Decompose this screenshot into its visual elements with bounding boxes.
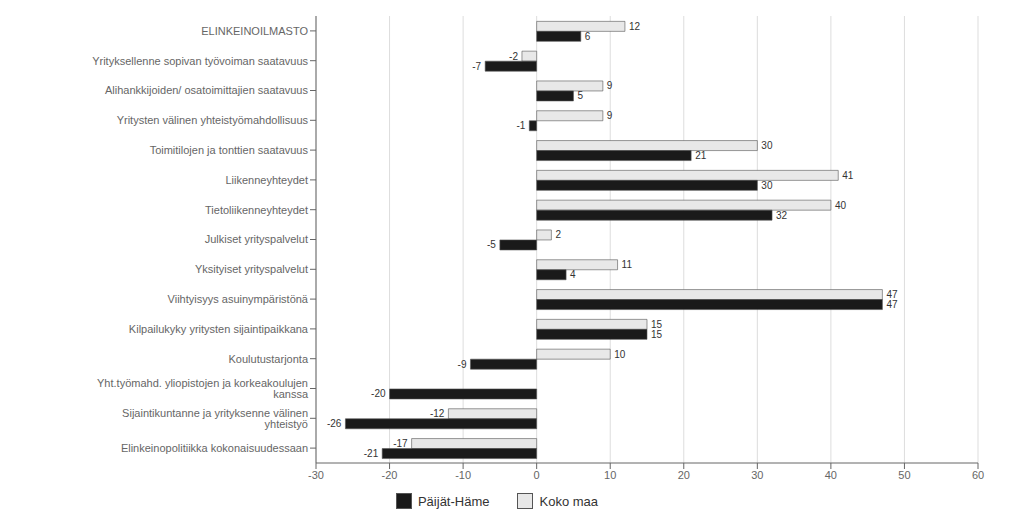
svg-text:6: 6	[585, 31, 591, 42]
svg-text:60: 60	[972, 469, 984, 481]
svg-text:Julkiset yrityspalvelut: Julkiset yrityspalvelut	[205, 233, 308, 245]
svg-text:47: 47	[886, 299, 898, 310]
svg-text:-30: -30	[308, 469, 324, 481]
svg-text:-9: -9	[458, 359, 467, 370]
svg-text:9: 9	[607, 110, 613, 121]
svg-text:Yht.työmahd. yliopistojen ja k: Yht.työmahd. yliopistojen ja korkeakoulu…	[97, 377, 309, 400]
svg-text:15: 15	[651, 318, 663, 330]
svg-text:-2: -2	[509, 51, 518, 62]
svg-text:10: 10	[614, 349, 626, 360]
svg-text:-10: -10	[455, 469, 471, 481]
html-text:Päijät-Häme: Päijät-Häme	[418, 493, 490, 509]
svg-text:47: 47	[886, 289, 898, 301]
svg-text:Viihtyisyys asuinympäristönä: Viihtyisyys asuinympäristönä	[168, 293, 309, 305]
svg-text:20: 20	[678, 469, 690, 481]
svg-text:Sijaintikuntanne ja yrityksenn: Sijaintikuntanne ja yrityksenne välineny…	[122, 407, 308, 430]
svg-text:12: 12	[629, 21, 641, 32]
svg-text:-12: -12	[430, 408, 445, 419]
svg-text:15: 15	[651, 329, 663, 340]
svg-text:-17: -17	[393, 438, 408, 449]
svg-text:-7: -7	[472, 61, 481, 72]
svg-text:32: 32	[776, 210, 788, 221]
svg-text:30: 30	[761, 180, 773, 191]
svg-text:30: 30	[761, 140, 773, 151]
svg-text:ELINKEINOILMASTO: ELINKEINOILMASTO	[201, 25, 308, 37]
svg-text:-26: -26	[327, 418, 342, 429]
svg-text:41: 41	[842, 170, 854, 181]
svg-text:Yksityiset yrityspalvelut: Yksityiset yrityspalvelut	[195, 263, 308, 275]
svg-text:Elinkeinopolitiikka kokonaisuu: Elinkeinopolitiikka kokonaisuudessaan	[121, 442, 308, 454]
svg-text:-20: -20	[371, 388, 386, 399]
svg-text:9: 9	[607, 80, 613, 91]
svg-text:21: 21	[695, 150, 707, 161]
svg-text:Tietoliikenneyhteydet: Tietoliikenneyhteydet	[205, 204, 308, 216]
svg-text:Kilpailukyky yritysten sijaint: Kilpailukyky yritysten sijaintipaikkana	[129, 323, 309, 335]
html-text:Koko maa: Koko maa	[539, 493, 598, 509]
svg-text:Koulutustarjonta: Koulutustarjonta	[229, 353, 309, 365]
svg-text:30: 30	[751, 469, 763, 481]
svg-text:10: 10	[604, 469, 616, 481]
svg-text:11: 11	[622, 259, 633, 270]
svg-text:-20: -20	[382, 469, 398, 481]
svg-text:2: 2	[555, 229, 561, 240]
svg-text:Liikenneyhteydet: Liikenneyhteydet	[225, 174, 308, 186]
svg-text:5: 5	[577, 90, 583, 101]
svg-text:40: 40	[825, 469, 837, 481]
svg-text:-1: -1	[516, 120, 525, 131]
svg-text:Toimitilojen ja tonttien saata: Toimitilojen ja tonttien saatavuus	[150, 144, 309, 156]
svg-text:Alihankkijoiden/ osatoimittaji: Alihankkijoiden/ osatoimittajien saatavu…	[105, 84, 309, 96]
svg-text:Yritysten välinen yhteistyömah: Yritysten välinen yhteistyömahdollisuus	[117, 114, 309, 126]
svg-text:40: 40	[835, 200, 847, 211]
svg-text:Yrityksellenne sopivan työvoim: Yrityksellenne sopivan työvoiman saatavu…	[92, 55, 308, 67]
svg-text:0: 0	[534, 469, 540, 481]
svg-text:-21: -21	[364, 448, 379, 459]
svg-text:-5: -5	[487, 239, 496, 250]
svg-text:50: 50	[898, 469, 910, 481]
svg-text:4: 4	[570, 269, 576, 280]
